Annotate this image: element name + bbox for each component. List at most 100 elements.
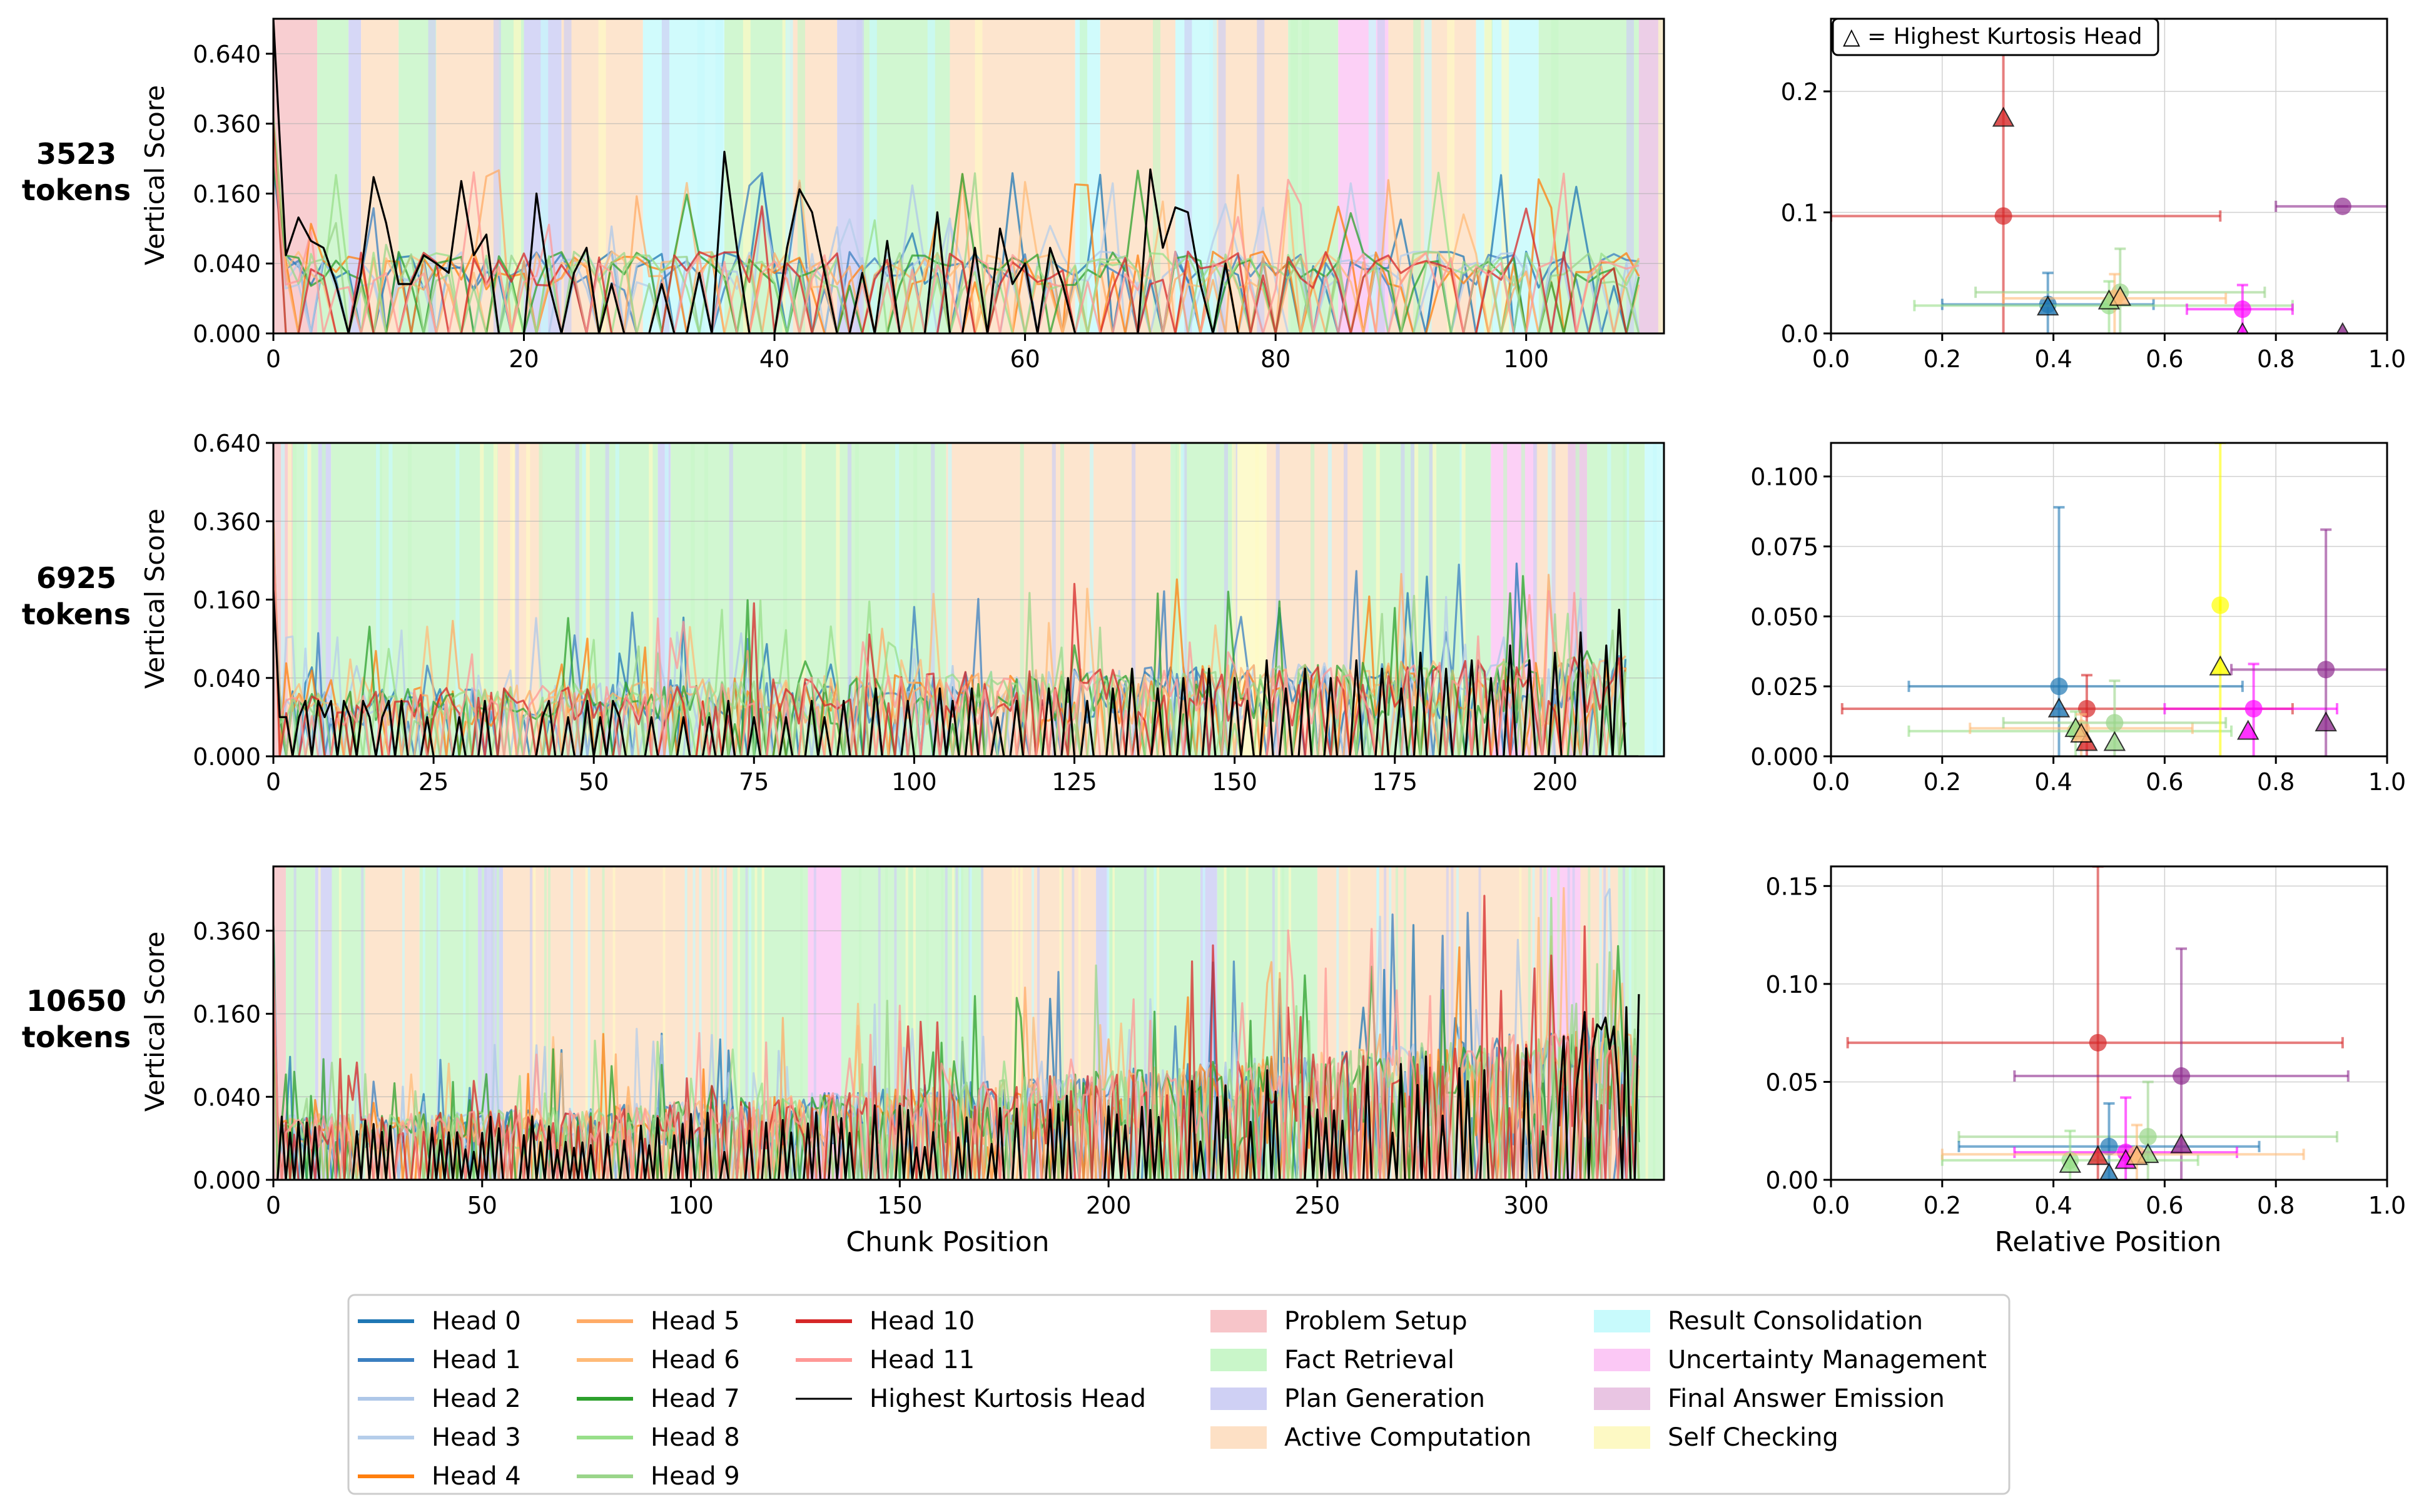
ytick-label: 0.040 — [193, 250, 261, 278]
xtick-label: 1.0 — [2368, 768, 2406, 796]
annotation-text: △ = Highest Kurtosis Head — [1843, 24, 2143, 49]
ytick-label: 0.000 — [193, 320, 261, 348]
phase-stripe — [699, 866, 702, 1180]
xtick-label: 0 — [266, 1192, 281, 1219]
xtick-label: 0.4 — [2034, 1192, 2072, 1219]
phase-stripe — [1347, 866, 1351, 1180]
phase-stripe — [548, 866, 551, 1180]
xtick-label: 1.0 — [2368, 1192, 2406, 1219]
mean-point — [2233, 300, 2251, 318]
phase-stripe — [1336, 866, 1339, 1180]
phase-band — [348, 19, 362, 333]
left-ylabel-3: Vertical Score — [139, 931, 170, 1112]
ytick-label: 0.000 — [193, 743, 261, 771]
kurtosis-annotation: △ = Highest Kurtosis Head — [1832, 18, 2159, 56]
left-xlabel: Chunk Position — [846, 1226, 1049, 1258]
row-label-2: 6925 tokens — [22, 561, 131, 631]
mean-point — [2317, 661, 2335, 679]
row-label-2-line1: 6925 — [36, 561, 116, 595]
legend-label: Head 3 — [432, 1423, 521, 1452]
phase-stripe — [714, 866, 718, 1180]
phase-stripe — [1072, 866, 1075, 1180]
legend-label: Head 7 — [651, 1384, 740, 1413]
phase-stripe — [1209, 19, 1217, 333]
ytick-label: 0.360 — [193, 111, 261, 138]
phase-stripe — [1218, 19, 1226, 333]
phase-stripe — [533, 866, 536, 1180]
right-xlabel: Relative Position — [1995, 1226, 2222, 1258]
line-panel-1: 0.000 0.040 0.160 0.360 0.640 0 20 40 60 80 100 — [193, 18, 1665, 373]
legend-label: Highest Kurtosis Head — [870, 1384, 1146, 1413]
phase-stripe — [496, 866, 499, 1180]
mean-point — [2333, 197, 2351, 215]
phase-stripe — [463, 866, 466, 1180]
row-label-1-line2: tokens — [22, 173, 131, 207]
ytick-label: 0.05 — [1765, 1068, 1818, 1096]
phase-stripe — [1110, 866, 1113, 1180]
phase-stripe — [1112, 866, 1115, 1180]
phase-stripe — [1567, 866, 1570, 1180]
legend-label: Head 8 — [651, 1423, 740, 1452]
ytick-label: 0.100 — [1750, 464, 1818, 491]
phase-stripe — [761, 866, 764, 1180]
ytick-label: 0.00 — [1765, 1167, 1818, 1194]
legend-label: Uncertainty Management — [1668, 1346, 1987, 1374]
phase-stripe — [1603, 866, 1606, 1180]
kurtosis-marker — [2103, 731, 2126, 751]
axes-frame — [272, 865, 1665, 1181]
legend-label: Head 1 — [432, 1346, 521, 1374]
xtick-label: 50 — [579, 768, 609, 796]
kurtosis-line — [273, 590, 1638, 756]
kurtosis-marker — [2070, 723, 2092, 743]
legend-label: Plan Generation — [1284, 1384, 1485, 1413]
ytick-label: 0.640 — [193, 430, 261, 457]
annotation-box — [1832, 18, 2159, 56]
ytick-label: 0.040 — [193, 1083, 261, 1111]
phase-stripe — [941, 866, 944, 1180]
head-11-line — [273, 145, 1640, 333]
mean-point — [2173, 1067, 2191, 1085]
phase-stripe — [662, 866, 666, 1180]
phase-stripe — [955, 866, 958, 1180]
phase-stripe — [585, 866, 588, 1180]
head-11-line — [273, 536, 1626, 756]
kurtosis-marker — [2209, 655, 2231, 676]
scatter-panel-1: 0.0 0.2 0.4 0.6 0.8 1.0 0.0 0.1 0.2 — [1781, 18, 2406, 373]
phase-stripe — [318, 866, 321, 1180]
phase-stripe — [913, 866, 916, 1180]
kurtosis-marker — [2059, 1152, 2081, 1173]
phase-stripe — [1451, 866, 1454, 1180]
kurtosis-marker — [2236, 322, 2249, 333]
line-panel-2: 0.000 0.040 0.160 0.360 0.640 0 25 50 75 100 125 15… — [193, 430, 1665, 796]
legend-label: Head 4 — [432, 1462, 521, 1491]
phase-stripe — [661, 19, 669, 333]
phase-stripe — [1224, 866, 1227, 1180]
phase-stripe — [1446, 866, 1449, 1180]
phase-stripe — [1456, 866, 1459, 1180]
legend-label: Head 2 — [432, 1384, 521, 1413]
phase-stripe — [612, 866, 616, 1180]
phase-stripe — [1395, 866, 1398, 1180]
xtick-label: 300 — [1503, 1192, 1549, 1219]
phase-stripe — [338, 866, 342, 1180]
row-label-3: 10650 tokens — [22, 984, 131, 1054]
xtick-label: 175 — [1372, 768, 1417, 796]
xtick-label: 80 — [1260, 345, 1291, 373]
phase-stripe — [813, 866, 816, 1180]
ytick-label: 0.360 — [193, 918, 261, 945]
phase-stripe — [422, 866, 425, 1180]
xtick-label: 0.4 — [2034, 345, 2072, 373]
phase-stripe — [969, 866, 972, 1180]
legend-phase-swatch — [1594, 1310, 1650, 1332]
kurtosis-marker — [2109, 285, 2131, 306]
phase-stripe — [1245, 866, 1249, 1180]
phase-stripe — [1301, 19, 1309, 333]
kurtosis-marker — [2170, 1133, 2193, 1154]
ytick-label: 0.0 — [1781, 320, 1818, 348]
mean-point — [1994, 207, 2012, 225]
ytick-label: 0.360 — [193, 508, 261, 535]
phase-stripe — [1634, 866, 1637, 1180]
phase-stripe — [749, 866, 752, 1180]
xtick-label: 50 — [467, 1192, 497, 1219]
mean-point — [2089, 1033, 2107, 1052]
